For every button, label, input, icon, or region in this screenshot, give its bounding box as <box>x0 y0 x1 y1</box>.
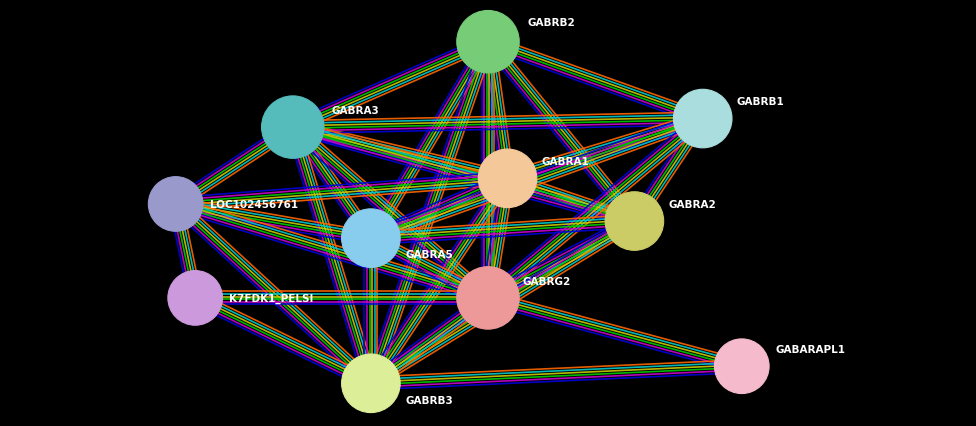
Ellipse shape <box>342 354 400 413</box>
Ellipse shape <box>605 192 664 251</box>
Text: GABRB2: GABRB2 <box>527 18 575 29</box>
Ellipse shape <box>478 150 537 208</box>
Text: GABARAPL1: GABARAPL1 <box>776 344 846 354</box>
Ellipse shape <box>457 267 519 329</box>
Text: GABRA3: GABRA3 <box>332 106 380 116</box>
Ellipse shape <box>148 177 203 232</box>
Ellipse shape <box>168 271 223 325</box>
Text: GABRB1: GABRB1 <box>737 97 785 107</box>
Text: GABRA1: GABRA1 <box>542 157 590 167</box>
Text: GABRA2: GABRA2 <box>669 199 716 210</box>
Ellipse shape <box>714 339 769 394</box>
Text: GABRB3: GABRB3 <box>405 394 453 405</box>
Ellipse shape <box>673 90 732 149</box>
Ellipse shape <box>342 209 400 268</box>
Text: GABRA5: GABRA5 <box>405 250 453 260</box>
Text: LOC102456761: LOC102456761 <box>210 199 298 210</box>
Text: K7FDK1_PELSI: K7FDK1_PELSI <box>229 293 313 303</box>
Ellipse shape <box>262 97 324 159</box>
Ellipse shape <box>457 12 519 74</box>
Text: GABRG2: GABRG2 <box>522 276 570 286</box>
